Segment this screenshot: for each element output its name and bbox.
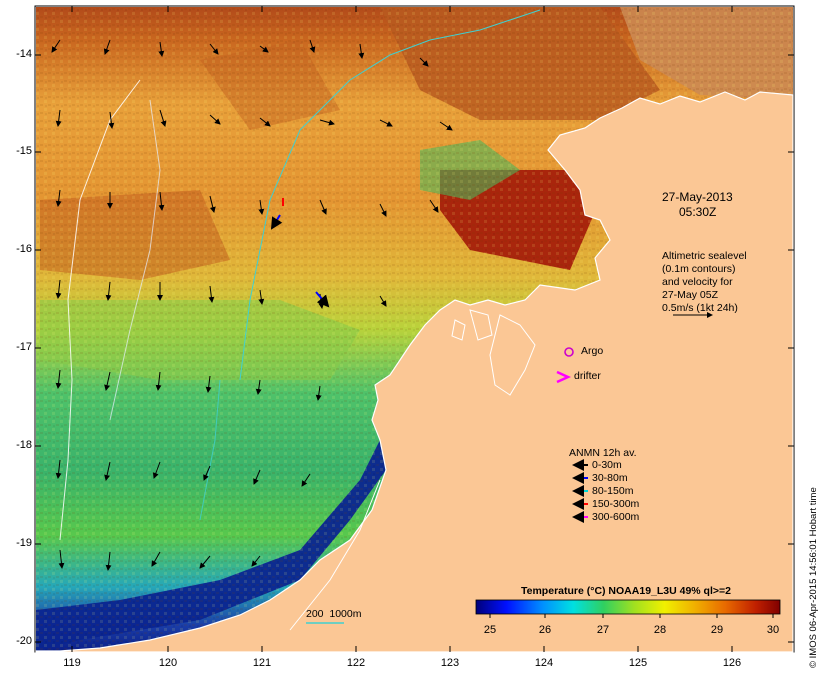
altimetry-note-line: 27-May 05Z [662, 289, 719, 301]
altimetry-note-line: Altimetric sealevel [662, 250, 747, 262]
colorbar-tick-label: 28 [653, 624, 667, 636]
colorbar-tick-label: 29 [710, 624, 724, 636]
y-tick-label: -18 [16, 439, 32, 451]
x-tick-label: 119 [63, 657, 81, 669]
bathymetry-contours [59, 9, 541, 631]
y-tick-label: -14 [16, 48, 32, 60]
mooring-arrows [270, 198, 330, 308]
drifter-label: drifter [574, 370, 601, 382]
y-tick-label: -17 [16, 341, 32, 353]
map-date: 27-May-2013 [662, 190, 733, 204]
y-tick-label: -20 [16, 635, 32, 647]
altimetry-note-line: and velocity for [662, 276, 733, 288]
x-tick-label: 122 [346, 657, 366, 669]
colorbar-ticks [489, 614, 774, 618]
x-tick-label: 125 [628, 657, 648, 669]
argo-label: Argo [581, 345, 604, 357]
credit-text: © IMOS 06-Apr-2015 14:56:01 Hobart time [808, 487, 819, 668]
colorbar-tick-label: 27 [596, 624, 610, 636]
colorbar-tick-label: 26 [538, 624, 552, 636]
argo-marker-icon [564, 347, 574, 357]
legend-item-label: 30-80m [592, 472, 628, 484]
legend-item-label: 300-600m [592, 511, 640, 523]
land-mass [35, 91, 794, 653]
altimetry-note-line: 0.5m/s (1kt 24h) [662, 302, 738, 314]
coastal-islands [451, 309, 536, 396]
depth-scale-label: 200 1000m [306, 608, 362, 620]
axis-ticks [35, 6, 794, 652]
x-tick-label: 120 [158, 657, 178, 669]
map-time: 05:30Z [679, 205, 717, 219]
drifter-marker-icon [556, 370, 572, 384]
x-tick-label: 124 [534, 657, 554, 669]
colorbar-tick-label: 25 [483, 624, 497, 636]
legend-item-label: 0-30m [592, 459, 622, 471]
velocity-arrows [51, 39, 453, 571]
legend-arrows [572, 459, 588, 523]
x-tick-label: 126 [722, 657, 742, 669]
colorbar-tick-label: 30 [766, 624, 780, 636]
y-tick-label: -19 [16, 537, 32, 549]
y-tick-label: -16 [16, 243, 32, 255]
y-tick-label: -15 [16, 145, 32, 157]
legend-item-label: 150-300m [592, 498, 640, 510]
x-tick-label: 123 [440, 657, 460, 669]
colorbar [475, 599, 781, 615]
x-tick-label: 121 [252, 657, 272, 669]
altimetry-note-line: (0.1m contours) [662, 263, 736, 275]
legend-title: ANMN 12h av. [569, 447, 637, 459]
colorbar-title: Temperature (°C) NOAA19_L3U 49% ql>=2 [521, 585, 731, 597]
legend-item-label: 80-150m [592, 485, 634, 497]
